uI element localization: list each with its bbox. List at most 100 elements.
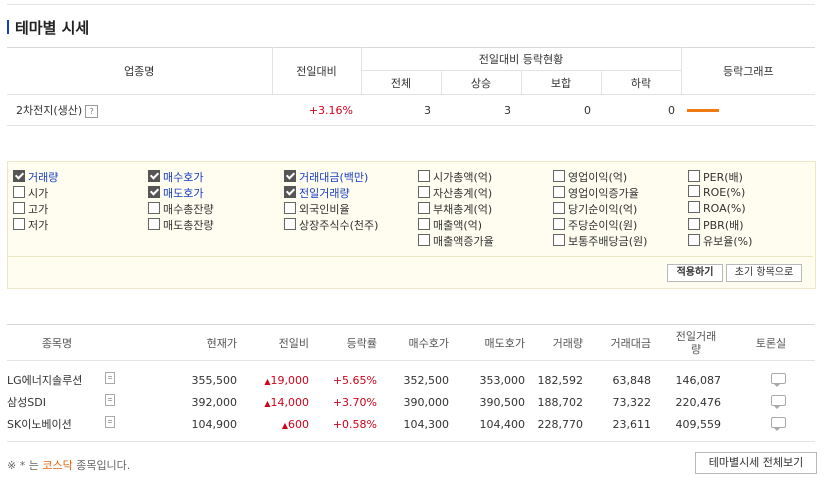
discussion-icon[interactable]: [770, 395, 786, 409]
option-label: 시가총액(억): [433, 171, 493, 184]
option-checkbox[interactable]: 전일거래량: [284, 185, 350, 201]
option-label: 보통주배당금(원): [568, 235, 648, 248]
stock-th: 거래량: [531, 324, 589, 361]
option-label: 시가: [28, 187, 49, 200]
discussion-icon[interactable]: [770, 417, 786, 431]
stock-name-link[interactable]: SK이노베이션: [7, 418, 72, 431]
checked-box-icon[interactable]: [284, 170, 296, 182]
checkbox-icon[interactable]: [13, 218, 25, 230]
stock-name-link[interactable]: LG에너지솔루션: [7, 374, 83, 387]
option-checkbox[interactable]: ROA(%): [688, 201, 746, 215]
checkbox-icon[interactable]: [13, 202, 25, 214]
stock-th: 현재가: [167, 324, 243, 361]
option-checkbox[interactable]: 보통주배당금(원): [553, 233, 647, 249]
checkbox-icon[interactable]: [688, 201, 700, 213]
doc-icon-wrap[interactable]: [99, 394, 115, 408]
option-label: 주당순이익(원): [568, 219, 638, 232]
apply-button[interactable]: 적용하기: [667, 264, 723, 282]
option-checkbox[interactable]: 거래량: [13, 169, 58, 185]
checkbox-icon[interactable]: [13, 186, 25, 198]
theme-change: +3.16%: [272, 94, 361, 126]
option-checkbox[interactable]: 시가: [13, 185, 48, 201]
option-checkbox[interactable]: 저가: [13, 217, 48, 233]
checkbox-icon[interactable]: [418, 186, 430, 198]
checkbox-icon[interactable]: [148, 218, 160, 230]
option-checkbox[interactable]: 고가: [13, 201, 48, 217]
checkbox-icon[interactable]: [284, 218, 296, 230]
doc-icon-wrap[interactable]: [99, 416, 115, 430]
option-label: 부채총계(억): [433, 203, 493, 216]
option-checkbox[interactable]: 자산총계(억): [418, 185, 492, 201]
option-checkbox[interactable]: 매수총잔량: [148, 201, 214, 217]
reset-button[interactable]: 초기 항목으로: [726, 264, 802, 282]
option-checkbox[interactable]: 매출액(억): [418, 217, 482, 233]
checkbox-icon[interactable]: [553, 202, 565, 214]
discussion-cell: [727, 413, 815, 442]
option-checkbox[interactable]: PER(배): [688, 169, 743, 185]
option-label: 저가: [28, 219, 49, 232]
checkbox-icon[interactable]: [688, 170, 700, 182]
option-label: 매출액증가율: [433, 235, 494, 248]
option-checkbox[interactable]: PBR(배): [688, 217, 744, 233]
option-checkbox[interactable]: 시가총액(억): [418, 169, 492, 185]
options-divider: [8, 256, 813, 257]
cell-bid: 390,000: [403, 395, 450, 409]
option-checkbox[interactable]: 유보율(%): [688, 233, 752, 249]
option-checkbox[interactable]: 상장주식수(천주): [284, 217, 378, 233]
discussion-icon[interactable]: [770, 373, 786, 387]
checkbox-icon[interactable]: [688, 234, 700, 246]
checkbox-icon[interactable]: [284, 202, 296, 214]
checked-box-icon[interactable]: [148, 186, 160, 198]
stock-th: 매도호가: [455, 324, 531, 361]
doc-icon-wrap[interactable]: [99, 372, 115, 386]
checkbox-icon[interactable]: [418, 234, 430, 246]
option-checkbox[interactable]: 외국인비율: [284, 201, 350, 217]
checkbox-icon[interactable]: [553, 234, 565, 246]
option-checkbox[interactable]: 부채총계(억): [418, 201, 492, 217]
option-checkbox[interactable]: 매출액증가율: [418, 233, 494, 249]
option-checkbox[interactable]: 주당순이익(원): [553, 217, 637, 233]
help-icon[interactable]: ?: [85, 105, 99, 118]
option-label: 거래대금(백만): [299, 171, 369, 184]
checked-box-icon[interactable]: [148, 170, 160, 182]
checkbox-icon[interactable]: [553, 218, 565, 230]
option-label: 전일거래량: [299, 187, 350, 200]
checked-box-icon[interactable]: [13, 170, 25, 182]
checkbox-icon[interactable]: [688, 218, 700, 230]
stock-name-link[interactable]: 삼성SDI: [7, 396, 46, 409]
document-icon[interactable]: [105, 416, 115, 428]
option-label: 유보율(%): [703, 235, 753, 248]
th-name: 업종명: [7, 47, 272, 95]
document-icon[interactable]: [105, 372, 115, 384]
option-checkbox[interactable]: 영업이익(억): [553, 169, 627, 185]
checkbox-icon[interactable]: [418, 202, 430, 214]
option-checkbox[interactable]: 매도총잔량: [148, 217, 214, 233]
option-checkbox[interactable]: 영업이익증가율: [553, 185, 639, 201]
cell-ask: 104,400: [455, 413, 531, 442]
checkbox-icon[interactable]: [418, 218, 430, 230]
option-label: 매수총잔량: [163, 203, 214, 216]
theme-name-link[interactable]: 2차전지(생산): [16, 104, 83, 117]
option-checkbox[interactable]: 매수호가: [148, 169, 203, 185]
document-icon[interactable]: [105, 394, 115, 406]
view-all-button[interactable]: 테마별시세 전체보기: [695, 452, 817, 474]
checkbox-icon[interactable]: [418, 170, 430, 182]
table-row: SK이노베이션 104,900 ▲600 +0.58% 104,300 104,400 22…: [7, 413, 815, 442]
stock-th: 거래대금: [589, 324, 657, 361]
cell-amount: 73,322: [612, 395, 652, 409]
theme-up: 3: [441, 94, 521, 126]
checkbox-icon[interactable]: [553, 170, 565, 182]
option-label: 상장주식수(천주): [299, 219, 379, 232]
option-checkbox[interactable]: 매도호가: [148, 185, 203, 201]
th-up: 상승: [440, 70, 521, 95]
th-total: 전체: [360, 70, 441, 95]
theme-row: 2차전지(생산)? +3.16% 3 3 0 0: [7, 94, 816, 126]
option-checkbox[interactable]: 당기순이익(억): [553, 201, 637, 217]
checkbox-icon[interactable]: [148, 202, 160, 214]
checked-box-icon[interactable]: [284, 186, 296, 198]
change-graph-bar: [687, 109, 720, 112]
option-checkbox[interactable]: ROE(%): [688, 185, 745, 199]
option-checkbox[interactable]: 거래대금(백만): [284, 169, 368, 185]
checkbox-icon[interactable]: [553, 186, 565, 198]
checkbox-icon[interactable]: [688, 185, 700, 197]
